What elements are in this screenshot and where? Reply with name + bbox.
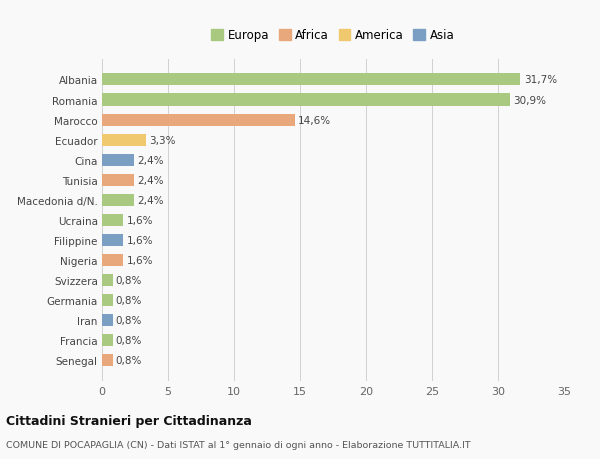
Bar [102, 274, 113, 286]
Bar [102, 94, 510, 106]
Bar [102, 74, 520, 86]
Text: 1,6%: 1,6% [127, 255, 153, 265]
Bar [102, 294, 113, 306]
Legend: Europa, Africa, America, Asia: Europa, Africa, America, Asia [209, 27, 457, 45]
Bar [102, 354, 113, 366]
Text: 1,6%: 1,6% [127, 215, 153, 225]
Text: 2,4%: 2,4% [137, 196, 163, 205]
Bar [102, 194, 134, 206]
Bar [102, 114, 295, 126]
Bar [102, 334, 113, 347]
Text: 0,8%: 0,8% [116, 355, 142, 365]
Bar [102, 134, 146, 146]
Bar [102, 235, 123, 246]
Text: 2,4%: 2,4% [137, 175, 163, 185]
Text: 31,7%: 31,7% [524, 75, 557, 85]
Text: 3,3%: 3,3% [149, 135, 175, 146]
Text: 0,8%: 0,8% [116, 295, 142, 305]
Text: 14,6%: 14,6% [298, 115, 331, 125]
Bar [102, 174, 134, 186]
Bar [102, 314, 113, 326]
Bar [102, 214, 123, 226]
Text: 0,8%: 0,8% [116, 275, 142, 285]
Text: 2,4%: 2,4% [137, 155, 163, 165]
Text: COMUNE DI POCAPAGLIA (CN) - Dati ISTAT al 1° gennaio di ogni anno - Elaborazione: COMUNE DI POCAPAGLIA (CN) - Dati ISTAT a… [6, 441, 470, 449]
Text: 0,8%: 0,8% [116, 336, 142, 345]
Text: 1,6%: 1,6% [127, 235, 153, 245]
Text: Cittadini Stranieri per Cittadinanza: Cittadini Stranieri per Cittadinanza [6, 414, 252, 428]
Bar [102, 254, 123, 266]
Text: 0,8%: 0,8% [116, 315, 142, 325]
Text: 30,9%: 30,9% [513, 95, 546, 105]
Bar [102, 154, 134, 166]
